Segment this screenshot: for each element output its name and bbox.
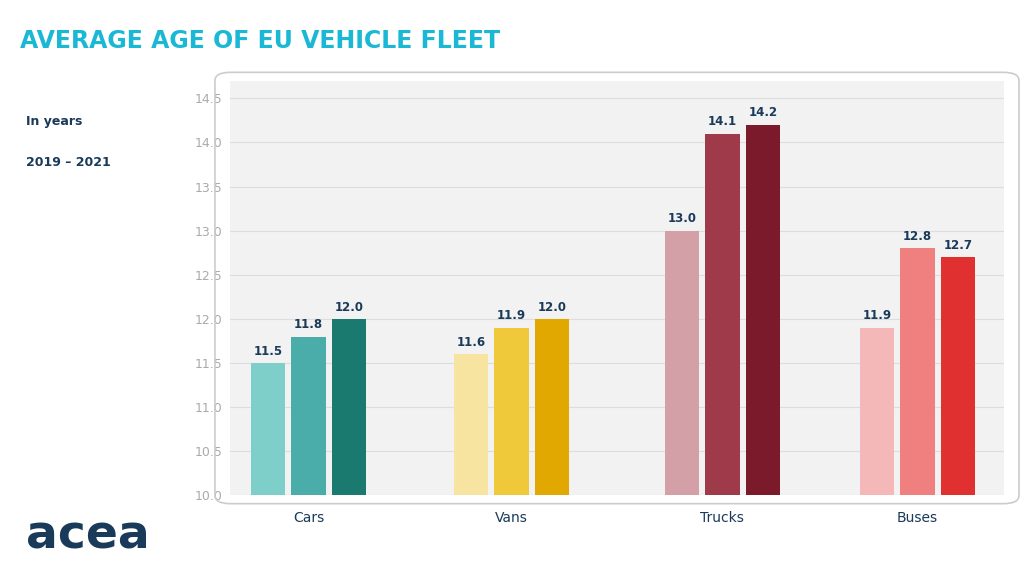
Text: 11.9: 11.9 (862, 309, 892, 323)
Bar (941, 257, 976, 495)
Text: 12.8: 12.8 (903, 230, 932, 243)
Text: 11.9: 11.9 (497, 309, 526, 323)
Bar (745, 125, 780, 495)
Text: 11.5: 11.5 (253, 344, 283, 358)
Text: AVERAGE AGE OF EU VEHICLE FLEET: AVERAGE AGE OF EU VEHICLE FLEET (20, 29, 501, 53)
Text: Cars: Cars (293, 511, 325, 525)
Bar (454, 354, 488, 495)
Bar (291, 336, 326, 495)
Text: 11.8: 11.8 (294, 318, 323, 331)
Bar (535, 319, 569, 495)
Bar (251, 363, 285, 495)
Bar (706, 134, 739, 495)
Text: 12.0: 12.0 (538, 301, 566, 313)
Text: 13.0: 13.0 (668, 213, 696, 225)
Text: 11.6: 11.6 (457, 336, 485, 349)
Bar (495, 328, 528, 495)
Bar (665, 230, 699, 495)
Text: Vans: Vans (495, 511, 528, 525)
Text: 14.1: 14.1 (708, 115, 737, 128)
Text: 12.7: 12.7 (944, 239, 973, 252)
Text: acea: acea (26, 514, 150, 559)
Bar (332, 319, 367, 495)
Bar (900, 248, 935, 495)
Text: Buses: Buses (897, 511, 938, 525)
Text: 12.0: 12.0 (335, 301, 364, 313)
Text: In years: In years (26, 115, 82, 128)
Text: Trucks: Trucks (700, 511, 744, 525)
Text: 14.2: 14.2 (749, 107, 777, 119)
Text: 2019 – 2021: 2019 – 2021 (26, 156, 111, 169)
Bar (860, 328, 894, 495)
